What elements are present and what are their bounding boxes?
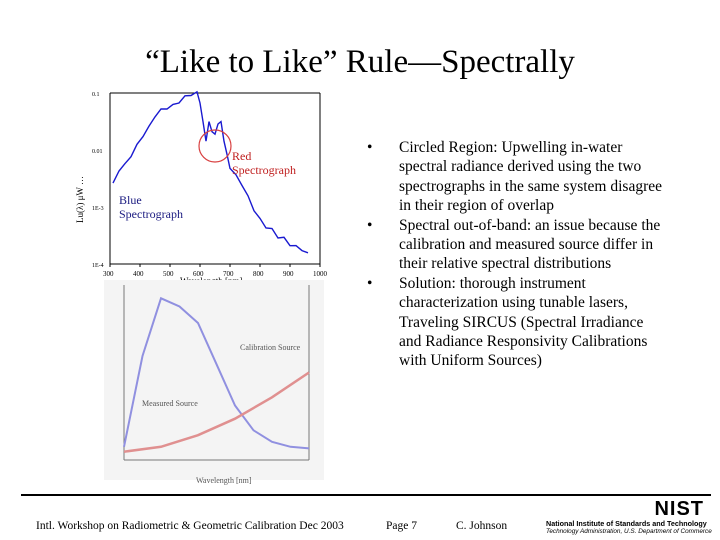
y-tick-label: 1E-3 xyxy=(92,206,104,212)
bullet-text: Spectral out-of-band: an issue because t… xyxy=(399,216,661,273)
radiance-spectrum-line xyxy=(112,90,309,254)
source-spectra-chart: Calibration Source Measured Source Wavel… xyxy=(84,280,344,490)
bullet-text: Circled Region: Upwelling in-water spect… xyxy=(399,139,662,215)
red-spectrograph-label: Red Spectrograph xyxy=(232,149,296,177)
bullet-item: • Circled Region: Upwelling in-water spec… xyxy=(367,139,662,215)
slide-title: “Like to Like” Rule—Spectrally xyxy=(145,44,575,80)
nist-wordmark: NIST xyxy=(654,498,704,520)
x-tick-label: 900 xyxy=(283,270,294,278)
nist-institute-name: National Institute of Standards and Tech… xyxy=(546,519,707,528)
footer-author: C. Johnson xyxy=(456,520,508,532)
bullet-item: • Spectral out-of-band: an issue because … xyxy=(367,216,661,273)
measured-source-label: Measured Source xyxy=(142,399,198,408)
x-tick-label: 400 xyxy=(133,270,144,278)
x-axis-label-2: Wavelength [nm] xyxy=(196,476,252,485)
footer-divider xyxy=(21,494,711,496)
nist-logo: NIST National Institute of Standards and… xyxy=(540,498,712,536)
nist-department: Technology Administration, U.S. Departme… xyxy=(546,528,712,535)
measured-source-line xyxy=(123,296,310,450)
calibration-source-line xyxy=(123,371,310,453)
x-tick-label: 500 xyxy=(163,270,174,278)
radiance-spectrum-chart: 300 400 500 600 700 800 900 1000 0.1 0.01 1E-3 1E-… xyxy=(70,88,330,290)
source-spectra-plot: Calibration Source Measured Source Wavel… xyxy=(104,280,324,485)
y-axis-label: Lu(λ) μW … xyxy=(75,176,85,223)
x-tick-label: 300 xyxy=(103,270,114,278)
x-tick-label: 700 xyxy=(223,270,234,278)
x-tick-label: 800 xyxy=(253,270,264,278)
y-tick-label: 0.1 xyxy=(92,92,100,98)
radiance-spectrum-plot: 300 400 500 600 700 800 900 1000 0.1 0.01 1E-3 1E-… xyxy=(75,90,328,286)
blue-spectrograph-label: Blue Spectrograph xyxy=(119,193,183,221)
bullet-text: Solution: thorough instrument characteri… xyxy=(399,274,648,370)
y-tick-label: 0.01 xyxy=(92,149,103,155)
calibration-source-label: Calibration Source xyxy=(240,343,301,352)
bullet-list: • Circled Region: Upwelling in-water spec… xyxy=(366,138,666,371)
x-tick-label: 1000 xyxy=(313,270,328,278)
x-tick-label: 600 xyxy=(193,270,204,278)
footer-workshop: Intl. Workshop on Radiometric & Geometri… xyxy=(36,520,344,532)
bullet-item: • Solution: thorough instrument character… xyxy=(367,274,648,370)
y-tick-label: 1E-4 xyxy=(92,263,104,269)
footer-page-number: Page 7 xyxy=(386,520,417,532)
overlap-region-circle xyxy=(198,129,232,163)
